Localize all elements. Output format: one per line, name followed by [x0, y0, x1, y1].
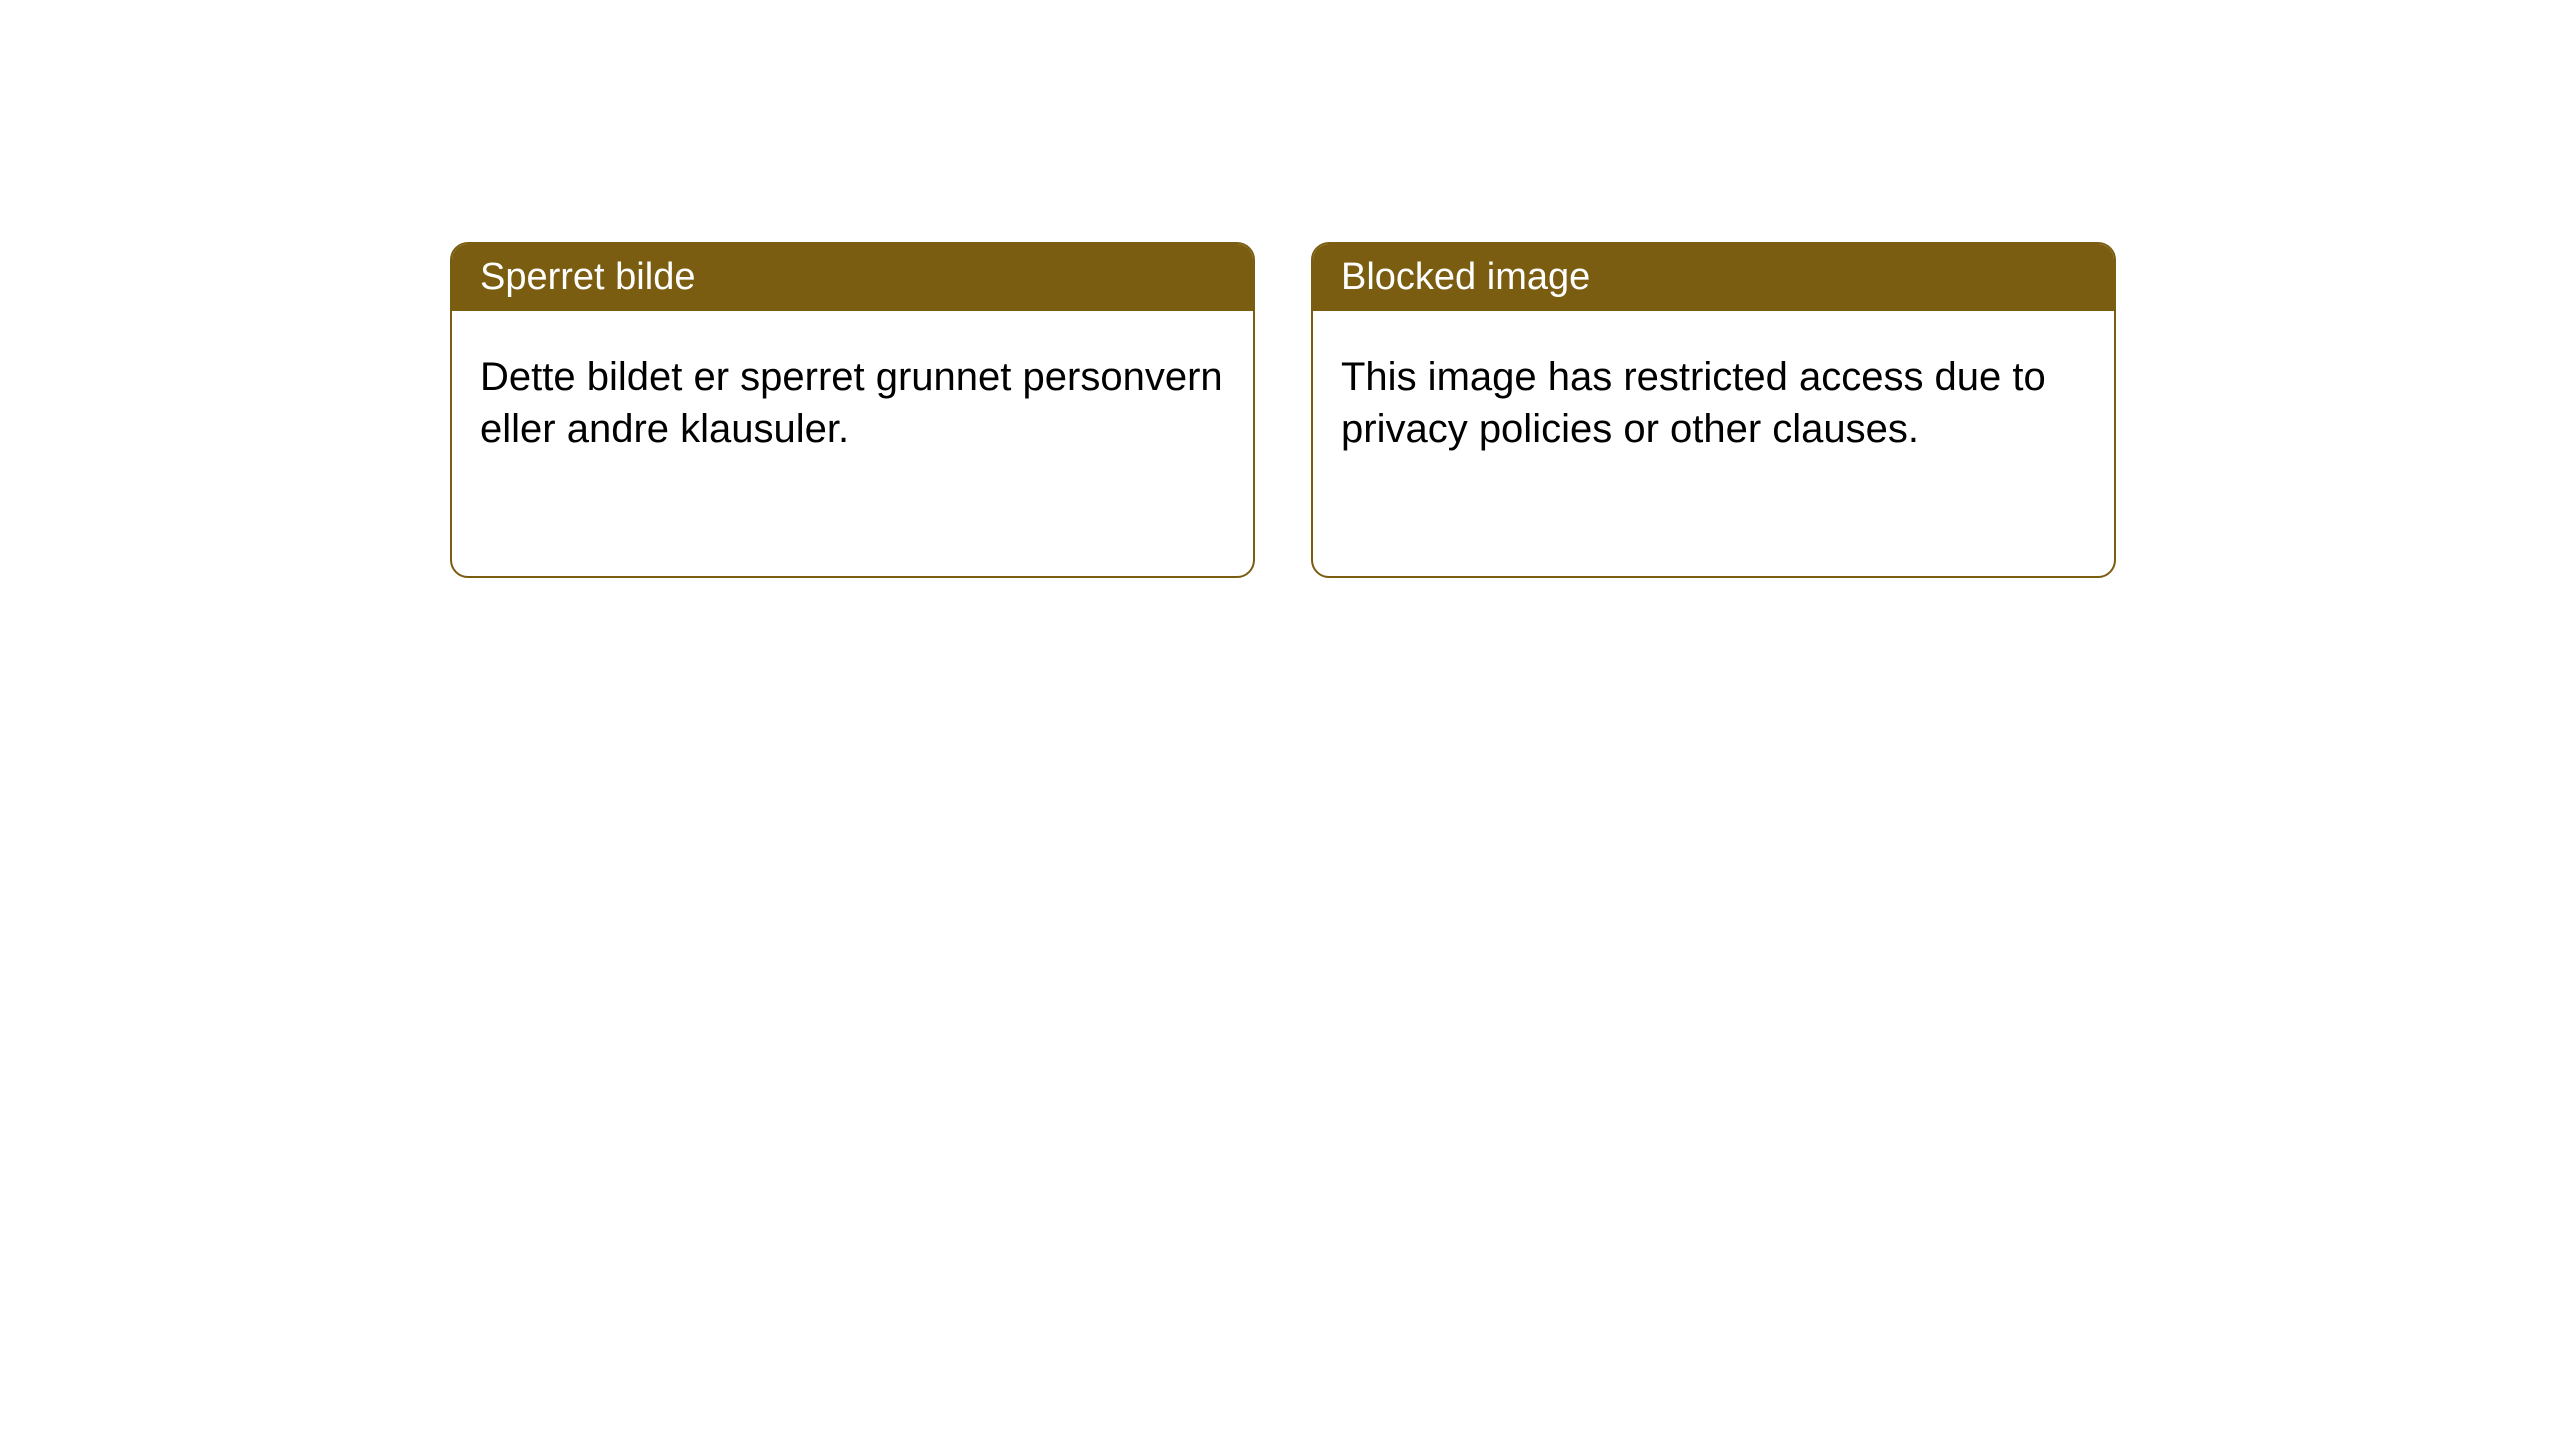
notice-card-english: Blocked image This image has restricted …: [1311, 242, 2116, 578]
notice-header-norwegian: Sperret bilde: [452, 244, 1253, 311]
notice-container: Sperret bilde Dette bildet er sperret gr…: [0, 0, 2560, 578]
notice-body-norwegian: Dette bildet er sperret grunnet personve…: [452, 311, 1253, 495]
notice-body-english: This image has restricted access due to …: [1313, 311, 2114, 495]
notice-card-norwegian: Sperret bilde Dette bildet er sperret gr…: [450, 242, 1255, 578]
notice-header-english: Blocked image: [1313, 244, 2114, 311]
